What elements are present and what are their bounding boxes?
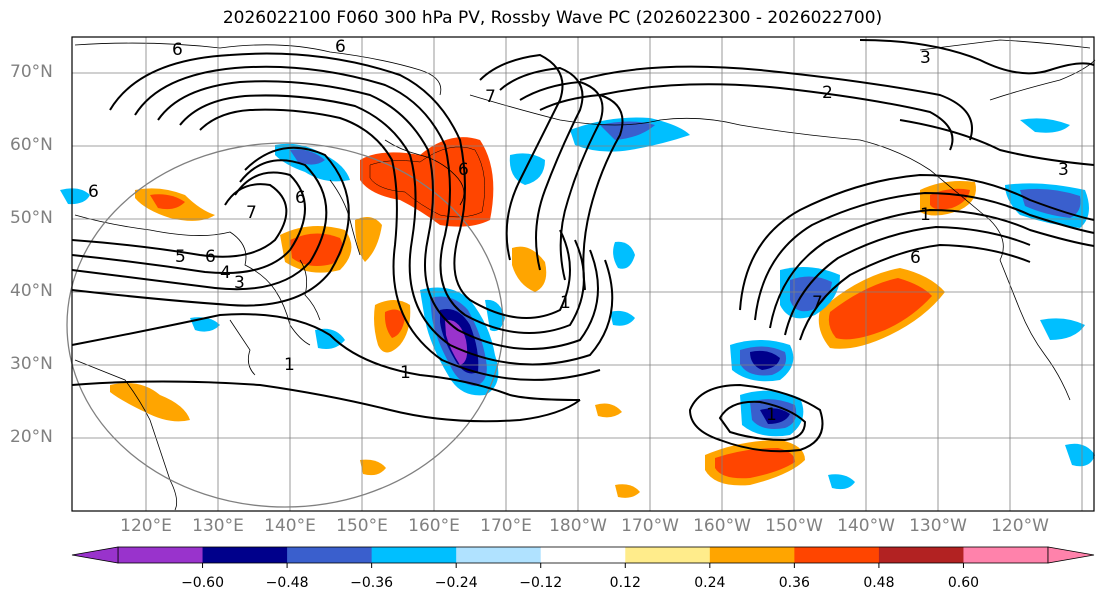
colorbar-tick-label: −0.60 — [181, 575, 224, 591]
colorbar-tick-label: −0.48 — [265, 575, 309, 591]
map-title: 2026022100 F060 300 hPa PV, Rossby Wave … — [222, 8, 883, 28]
lon-label: 140°E — [264, 516, 316, 536]
coastlines — [74, 39, 1096, 511]
colorbar-tick-label: 0.12 — [609, 575, 641, 591]
colorbar-segment — [794, 547, 880, 563]
distance-circle — [66, 142, 504, 508]
colorbar-over-arrow — [1047, 546, 1095, 564]
contour-label: 3 — [1058, 160, 1069, 180]
contour-label: 6 — [88, 182, 99, 202]
lon-label: 170°W — [621, 516, 679, 536]
contour-label: 6 — [458, 160, 469, 180]
contour-label: 2 — [822, 83, 833, 103]
lon-label: 130°E — [192, 516, 244, 536]
colorbar-segment — [456, 547, 542, 563]
lon-label: 140°W — [837, 516, 895, 536]
colorbar-tick-label: 0.60 — [947, 575, 980, 591]
contour-label: 7 — [485, 87, 496, 107]
lon-label: 150°E — [336, 516, 388, 536]
colorbar-tick-label: 0.24 — [694, 575, 726, 591]
lon-label: 120°E — [120, 516, 172, 536]
lon-label: 180°W — [549, 516, 607, 536]
colorbar-segment — [371, 547, 457, 563]
contour-label: 4 — [220, 263, 231, 283]
contour-label: 1 — [920, 205, 931, 225]
contour-label: 5 — [175, 247, 186, 267]
contour-label: 6 — [335, 37, 346, 57]
contour-label: 1 — [560, 293, 571, 313]
contour-label: 7 — [246, 203, 257, 223]
lat-label: 20°N — [10, 427, 53, 447]
contour-label: 3 — [234, 273, 245, 293]
contour-label: 7 — [812, 293, 823, 313]
contour-label: 6 — [910, 248, 921, 268]
colorbar-segment — [709, 547, 795, 563]
lat-label: 30°N — [10, 354, 53, 374]
contour-label: 6 — [172, 40, 183, 60]
contour-label: 6 — [295, 188, 306, 208]
colorbar-under-arrow — [71, 546, 119, 564]
contour-label: 3 — [920, 48, 931, 68]
lat-label: 60°N — [10, 135, 53, 155]
colorbar-tick-label: −0.24 — [434, 575, 478, 591]
colorbar-segment — [625, 547, 711, 563]
colorbar-segment — [202, 547, 288, 563]
colorbar-segment — [878, 547, 964, 563]
contour-label: 6 — [205, 247, 216, 267]
colorbar-tick-label: 0.36 — [778, 575, 810, 591]
contour-label: 1 — [284, 355, 295, 375]
lon-label: 120°W — [991, 516, 1049, 536]
colorbar-segment — [287, 547, 373, 563]
colorbar-tick-label: 0.48 — [863, 575, 895, 591]
lat-label: 40°N — [10, 281, 53, 301]
contour-label: 1 — [766, 405, 777, 425]
lat-label: 50°N — [10, 208, 53, 228]
lon-label: 170°E — [480, 516, 532, 536]
lon-label: 130°W — [909, 516, 967, 536]
pv-contours — [71, 39, 1095, 453]
colorbar-segment — [540, 547, 626, 563]
contour-label: 1 — [400, 363, 411, 383]
lon-label: 160°E — [408, 516, 460, 536]
colorbar-tick-label: −0.36 — [350, 575, 394, 591]
lat-label: 70°N — [10, 62, 53, 82]
colorbar-segment — [118, 547, 204, 563]
colorbar-segment — [963, 547, 1049, 563]
lon-label: 160°W — [693, 516, 751, 536]
map-frame — [71, 36, 1095, 512]
lon-label: 150°W — [765, 516, 823, 536]
colorbar-tick-label: −0.12 — [519, 575, 563, 591]
contour-labels: 6 6 7 6 2 3 3 6 5 6 4 3 1 1 7 6 6 1 1 7 … — [88, 37, 1069, 425]
